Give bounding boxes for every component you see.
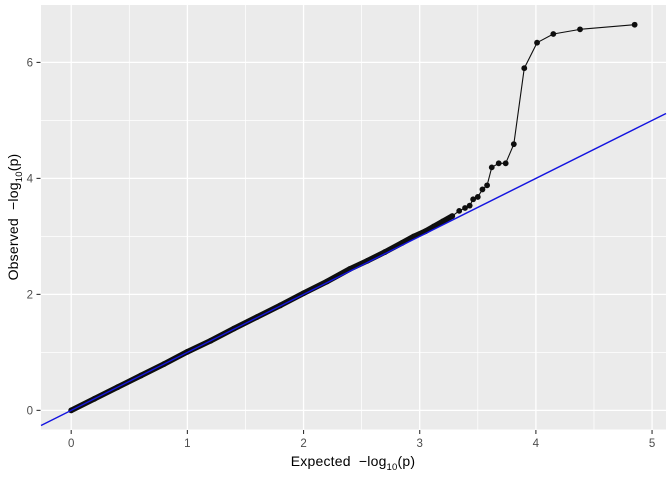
panel-rect — [41, 5, 666, 430]
grid-minor — [41, 5, 666, 430]
tail-point — [479, 186, 486, 193]
y-tick-label: 0 — [27, 405, 33, 417]
tail-point — [502, 160, 509, 167]
reference-line — [40, 112, 667, 427]
tail-point — [495, 160, 502, 167]
tail-point — [577, 26, 583, 33]
tail-points — [456, 21, 638, 214]
y-axis-title: Observed −log10(p) — [5, 154, 25, 281]
x-axis-title: Expected −log10(p) — [291, 453, 416, 473]
tail-point — [484, 182, 490, 189]
y-tick-label: 2 — [27, 289, 33, 301]
panel-background — [41, 5, 666, 430]
y-tick-label: 6 — [27, 57, 33, 69]
dense-point — [440, 218, 446, 225]
tail-point — [466, 202, 473, 209]
y-tick-label: 4 — [27, 173, 34, 185]
tail-point — [534, 39, 540, 46]
y-axis-title-suffix: (p) — [5, 153, 22, 172]
tail-point — [510, 141, 517, 148]
x-tick-label: 0 — [68, 438, 74, 450]
x-tick-label: 2 — [300, 438, 306, 450]
axis-tick-marks — [36, 61, 653, 434]
x-tick-label: 3 — [417, 438, 423, 450]
tail-point — [631, 21, 638, 28]
grid-major — [41, 5, 666, 430]
y-axis-title-text: Observed −log — [5, 182, 22, 281]
x-axis-title-text: Expected −log — [290, 453, 387, 470]
identity-line — [40, 112, 667, 427]
axis-tick-labels: 0 1 2 3 4 5 0 2 4 6 — [27, 57, 656, 450]
x-axis-title-subscript: 10 — [386, 461, 398, 473]
tail-point — [488, 164, 495, 171]
x-tick-label: 1 — [184, 438, 190, 450]
tail-point — [456, 207, 463, 214]
tail-point — [470, 196, 477, 203]
x-tick-label: 4 — [533, 438, 540, 450]
x-tick-label: 5 — [649, 438, 655, 450]
x-axis-title-suffix: (p) — [397, 453, 416, 470]
y-axis-title-subscript: 10 — [13, 171, 25, 183]
tail-point — [550, 31, 557, 37]
tail-point — [462, 205, 468, 211]
tail-point — [521, 65, 528, 72]
tail-point — [474, 194, 481, 200]
